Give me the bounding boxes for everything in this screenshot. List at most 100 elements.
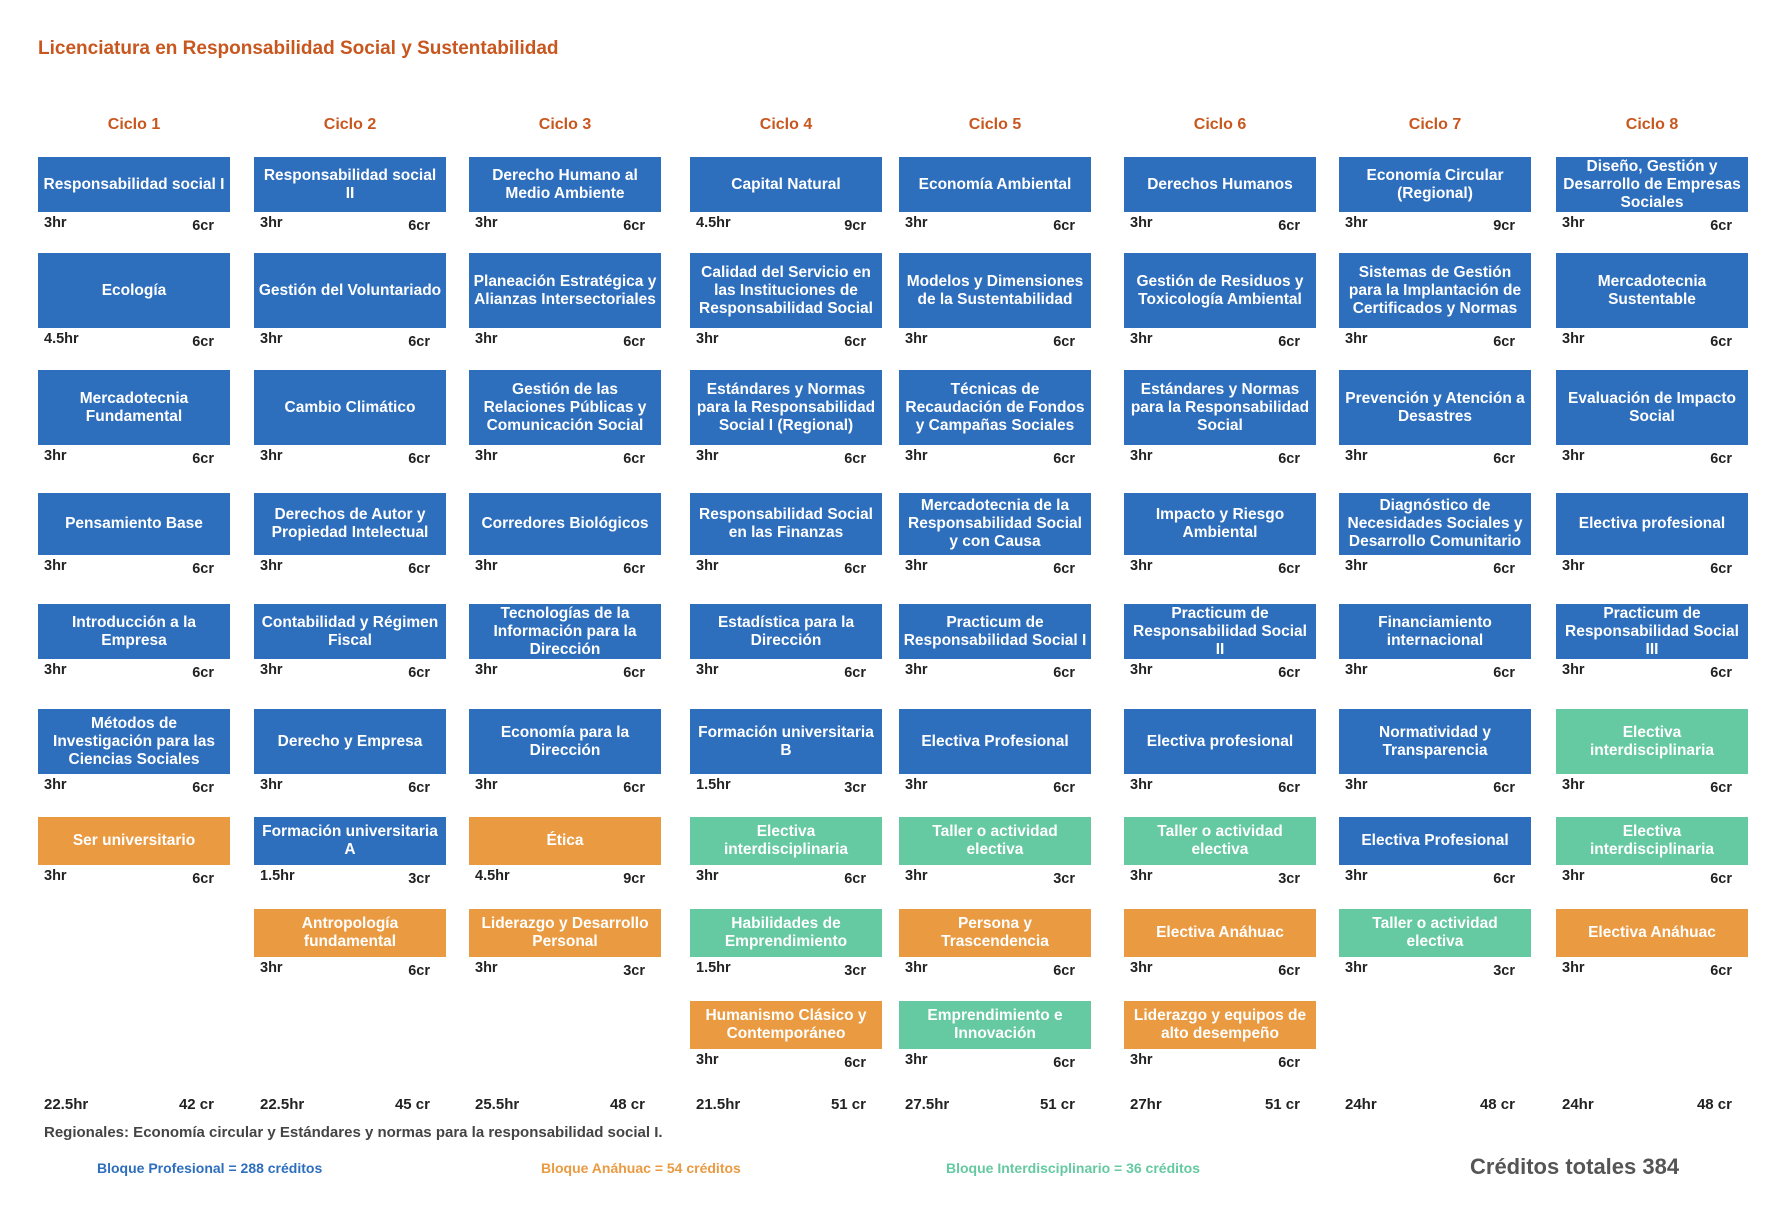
course-meta: 3hr 6cr (1339, 865, 1531, 887)
course-hours: 1.5hr (696, 960, 731, 976)
course-name: Formación universitaria B (690, 709, 882, 774)
course-name: Prevención y Atención a Desastres (1339, 370, 1531, 445)
course-meta: 3hr 6cr (690, 555, 882, 577)
course-card: Electiva interdisciplinaria 3hr 6cr (1556, 709, 1748, 796)
course-card: Métodos de Investigación para las Cienci… (38, 709, 230, 796)
course-credits: 6cr (408, 665, 430, 681)
course-meta: 4.5hr 6cr (38, 328, 230, 350)
course-meta: 3hr 6cr (690, 328, 882, 350)
course-meta: 3hr 6cr (1124, 555, 1316, 577)
course-meta: 3hr 6cr (38, 774, 230, 796)
course-credits: 6cr (1493, 780, 1515, 796)
course-hours: 3hr (475, 215, 498, 231)
course-card: Evaluación de Impacto Social 3hr 6cr (1556, 370, 1748, 467)
course-name: Electiva interdisciplinaria (690, 817, 882, 865)
course-hours: 3hr (696, 558, 719, 574)
course-name: Electiva interdisciplinaria (1556, 817, 1748, 865)
course-hours: 4.5hr (696, 215, 731, 231)
course-hours: 3hr (696, 331, 719, 347)
cycle-total-hours: 21.5hr (696, 1096, 741, 1113)
course-meta: 3hr 6cr (899, 774, 1091, 796)
course-meta: 3hr 6cr (1124, 957, 1316, 979)
course-hours: 3hr (475, 558, 498, 574)
course-hours: 3hr (1345, 662, 1368, 678)
course-card: Liderazgo y equipos de alto desempeño 3hr… (1124, 1001, 1316, 1071)
course-meta: 3hr 6cr (254, 445, 446, 467)
course-name: Responsabilidad social I (38, 157, 230, 212)
course-name: Taller o actividad electiva (1339, 909, 1531, 957)
course-hours: 3hr (696, 448, 719, 464)
course-name: Capital Natural (690, 157, 882, 212)
course-meta: 3hr 6cr (1339, 774, 1531, 796)
legend-profesional: Bloque Profesional = 288 créditos (97, 1160, 323, 1176)
course-hours: 3hr (1130, 868, 1153, 884)
course-meta: 3hr 6cr (469, 212, 661, 234)
cycle-heading: Ciclo 5 (968, 116, 1022, 133)
cycle-total: 27hr 51 cr (1124, 1096, 1316, 1116)
course-hours: 3hr (44, 215, 67, 231)
course-credits: 6cr (408, 218, 430, 234)
course-hours: 3hr (696, 662, 719, 678)
course-meta: 3hr 6cr (690, 865, 882, 887)
course-name: Ética (469, 817, 661, 865)
course-hours: 3hr (1345, 558, 1368, 574)
course-meta: 3hr 6cr (1556, 328, 1748, 350)
course-hours: 3hr (260, 448, 283, 464)
cycle-total: 25.5hr 48 cr (469, 1096, 661, 1116)
course-credits: 6cr (1278, 963, 1300, 979)
course-meta: 3hr 6cr (1339, 445, 1531, 467)
course-hours: 3hr (905, 215, 928, 231)
course-name: Técnicas de Recaudación de Fondos y Camp… (899, 370, 1091, 445)
course-card: Derechos de Autor y Propiedad Intelectua… (254, 493, 446, 577)
course-name: Electiva Profesional (1339, 817, 1531, 865)
cycle-total: 24hr 48 cr (1556, 1096, 1748, 1116)
course-credits: 6cr (623, 334, 645, 350)
cycle-heading: Ciclo 1 (107, 116, 161, 133)
course-card: Contabilidad y Régimen Fiscal 3hr 6cr (254, 604, 446, 681)
course-credits: 6cr (844, 871, 866, 887)
course-meta: 3hr 6cr (899, 445, 1091, 467)
course-credits: 6cr (192, 871, 214, 887)
course-credits: 6cr (1493, 451, 1515, 467)
course-credits: 6cr (844, 561, 866, 577)
course-hours: 3hr (260, 331, 283, 347)
course-card: Electiva Profesional 3hr 6cr (1339, 817, 1531, 887)
course-name: Estándares y Normas para la Responsabili… (690, 370, 882, 445)
course-credits: 9cr (623, 871, 645, 887)
cycle-total: 27.5hr 51 cr (899, 1096, 1091, 1116)
course-card: Derecho Humano al Medio Ambiente 3hr 6cr (469, 157, 661, 234)
course-meta: 3hr 6cr (254, 659, 446, 681)
course-hours: 3hr (905, 662, 928, 678)
course-card: Humanismo Clásico y Contemporáneo 3hr 6cr (690, 1001, 882, 1071)
course-credits: 3cr (844, 780, 866, 796)
course-meta: 3hr 6cr (1339, 659, 1531, 681)
course-name: Derechos de Autor y Propiedad Intelectua… (254, 493, 446, 555)
course-hours: 3hr (44, 777, 67, 793)
course-meta: 3hr 6cr (38, 659, 230, 681)
course-name: Responsabilidad Social en las Finanzas (690, 493, 882, 555)
course-meta: 3hr 6cr (1124, 445, 1316, 467)
course-card: Mercadotecnia Fundamental 3hr 6cr (38, 370, 230, 467)
course-credits: 3cr (1493, 963, 1515, 979)
course-card: Impacto y Riesgo Ambiental 3hr 6cr (1124, 493, 1316, 577)
course-card: Taller o actividad electiva 3hr 3cr (899, 817, 1091, 887)
course-name: Practicum de Responsabilidad Social II (1124, 604, 1316, 659)
course-credits: 6cr (623, 561, 645, 577)
course-card: Gestión del Voluntariado 3hr 6cr (254, 253, 446, 350)
course-credits: 6cr (1710, 218, 1732, 234)
course-card: Derecho y Empresa 3hr 6cr (254, 709, 446, 796)
course-credits: 6cr (1710, 561, 1732, 577)
cycle-total-credits: 42 cr (178, 1096, 214, 1113)
course-meta: 3hr 6cr (1339, 328, 1531, 350)
course-hours: 3hr (260, 777, 283, 793)
course-credits: 6cr (1278, 451, 1300, 467)
course-name: Electiva Profesional (899, 709, 1091, 774)
course-name: Financiamiento internacional (1339, 604, 1531, 659)
course-meta: 3hr 6cr (254, 328, 446, 350)
cycle-total-credits: 51 cr (1264, 1096, 1300, 1113)
course-hours: 3hr (1562, 215, 1585, 231)
course-credits: 6cr (192, 561, 214, 577)
course-card: Responsabilidad social II 3hr 6cr (254, 157, 446, 234)
course-card: Emprendimiento e Innovación 3hr 6cr (899, 1001, 1091, 1071)
course-card: Introducción a la Empresa 3hr 6cr (38, 604, 230, 681)
